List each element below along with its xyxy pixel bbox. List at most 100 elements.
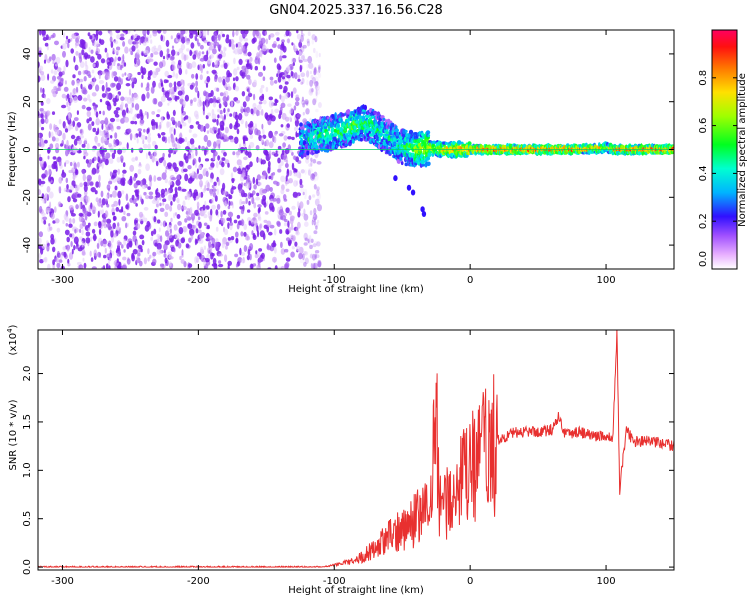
noise-speckle-dot	[101, 93, 107, 98]
noise-speckle-dot	[129, 132, 133, 139]
noise-speckle-dot	[127, 73, 130, 80]
noise-speckle-dot	[253, 93, 256, 101]
noise-speckle-dot	[208, 45, 214, 51]
noise-speckle-dot	[83, 97, 88, 102]
figure-title: GN04.2025.337.16.56.C28	[269, 3, 443, 18]
noise-speckle-dot	[302, 250, 307, 256]
noise-speckle-dot	[113, 265, 118, 269]
noise-speckle-dot	[195, 73, 199, 80]
noise-speckle-dot	[143, 128, 146, 133]
noise-speckle-dot	[153, 196, 157, 203]
noise-speckle-dot	[137, 244, 143, 250]
noise-speckle-dot	[254, 30, 260, 36]
noise-speckle-dot	[219, 109, 223, 115]
track-point	[467, 141, 472, 146]
colorbar-ticks: 0.00.20.40.60.8	[698, 70, 737, 270]
noise-speckle-dot	[282, 142, 286, 148]
noise-speckle-dot	[255, 178, 259, 185]
noise-speckle-dot	[300, 81, 304, 85]
noise-speckle-dot	[182, 168, 188, 173]
noise-speckle-dot	[186, 193, 191, 201]
noise-speckle-dot	[91, 92, 97, 97]
track-point	[420, 206, 425, 213]
noise-speckle-dot	[188, 129, 192, 133]
noise-speckle-dot	[44, 42, 49, 47]
noise-speckle-dot	[61, 43, 67, 50]
noise-speckle-dot	[161, 172, 167, 180]
track-point	[303, 152, 307, 158]
noise-speckle-dot	[134, 103, 140, 111]
noise-speckle-dot	[54, 206, 57, 213]
noise-speckle-dot	[174, 166, 179, 172]
noise-speckle-dot	[175, 179, 181, 186]
noise-speckle-dot	[149, 34, 152, 39]
noise-speckle-dot	[79, 202, 82, 210]
noise-speckle-dot	[55, 142, 60, 150]
noise-speckle-dot	[172, 195, 176, 202]
noise-speckle-dot	[215, 209, 219, 216]
noise-speckle-dot	[138, 218, 141, 222]
noise-speckle-dot	[75, 86, 79, 93]
noise-speckle-dot	[244, 30, 249, 35]
noise-speckle-dot	[307, 168, 313, 173]
noise-speckle-dot	[238, 113, 243, 121]
noise-speckle-dot	[167, 164, 172, 169]
noise-speckle-dot	[73, 96, 78, 103]
noise-speckle-dot	[164, 70, 169, 77]
y-tick-label: 2.0	[22, 366, 33, 382]
noise-speckle-dot	[310, 65, 316, 71]
noise-speckle-dot	[181, 206, 187, 210]
noise-speckle-dot	[93, 105, 97, 110]
noise-speckle-dot	[167, 189, 171, 194]
noise-speckle-dot	[150, 86, 155, 94]
noise-speckle-dot	[178, 137, 183, 145]
noise-speckle-dot	[55, 63, 58, 67]
noise-speckle-dot	[111, 71, 114, 79]
noise-speckle-dot	[68, 112, 71, 121]
noise-speckle-dot	[62, 32, 66, 38]
y-tick-label: 1.5	[22, 414, 33, 430]
noise-speckle-dot	[149, 254, 152, 259]
noise-speckle-dot	[295, 50, 300, 55]
track-point	[376, 140, 380, 144]
noise-speckle-dot	[156, 114, 160, 118]
noise-speckle-dot	[307, 31, 311, 36]
noise-speckle-dot	[101, 70, 106, 75]
noise-speckle-dot	[186, 208, 191, 216]
noise-speckle-dot	[280, 175, 286, 183]
noise-speckle-dot	[292, 87, 297, 94]
noise-speckle-dot	[237, 168, 242, 172]
noise-speckle-dot	[222, 33, 225, 38]
track-point	[346, 109, 351, 115]
noise-speckle-dot	[135, 197, 140, 201]
noise-speckle-dot	[62, 70, 65, 76]
noise-speckle-dot	[228, 135, 234, 140]
noise-speckle-dot	[216, 87, 220, 92]
noise-speckle-dot	[151, 125, 156, 131]
noise-speckle-dot	[196, 201, 200, 209]
noise-speckle-dot	[308, 195, 312, 201]
noise-speckle-dot	[290, 223, 294, 231]
noise-speckle-dot	[226, 111, 229, 117]
noise-speckle-dot	[169, 228, 172, 234]
noise-speckle-dot	[146, 30, 150, 36]
noise-speckle-dot	[189, 30, 194, 36]
noise-speckle-dot	[166, 48, 170, 54]
noise-speckle-dot	[90, 236, 92, 242]
noise-speckle-dot	[290, 107, 294, 114]
noise-speckle-dot	[258, 207, 261, 213]
noise-speckle-dot	[154, 208, 158, 214]
noise-speckle-dot	[103, 148, 107, 153]
noise-speckle-dot	[231, 43, 236, 50]
noise-speckle-dot	[137, 128, 143, 132]
noise-speckle-dot	[93, 221, 98, 227]
noise-speckle-dot	[152, 80, 156, 88]
noise-speckle-dot	[156, 242, 162, 251]
noise-speckle-dot	[232, 151, 236, 156]
noise-speckle-dot	[318, 72, 322, 79]
noise-speckle-dot	[311, 39, 315, 45]
noise-speckle-dot	[253, 212, 258, 218]
noise-speckle-dot	[309, 210, 313, 216]
noise-speckle-dot	[42, 87, 45, 94]
noise-speckle-dot	[313, 67, 317, 76]
